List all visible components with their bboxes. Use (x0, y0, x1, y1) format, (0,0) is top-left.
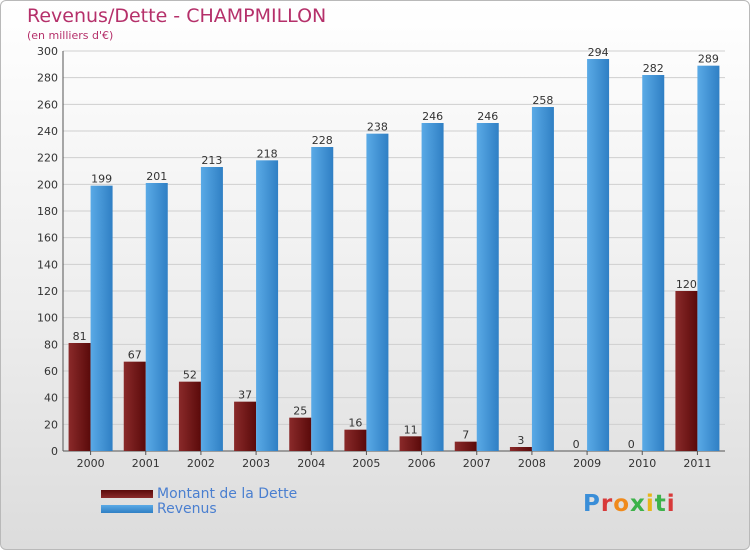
bar-revenus (531, 107, 554, 451)
x-tick-label: 2008 (518, 457, 546, 470)
x-tick-label: 2003 (242, 457, 270, 470)
x-tick-label: 2007 (463, 457, 491, 470)
data-label-dette: 120 (676, 278, 697, 291)
bar-revenus (642, 75, 665, 451)
chart-title: Revenus/Dette - CHAMPMILLON (27, 5, 327, 27)
data-label-revenus: 246 (477, 110, 498, 123)
bar-dette (68, 343, 91, 451)
y-tick-label: 80 (44, 338, 58, 351)
data-label-dette: 67 (128, 349, 142, 362)
y-tick-label: 20 (44, 418, 58, 431)
y-tick-label: 120 (37, 285, 58, 298)
data-label-revenus: 258 (532, 94, 553, 107)
y-tick-label: 60 (44, 365, 58, 378)
legend-swatch-revenus (101, 505, 153, 513)
data-label-revenus: 282 (643, 62, 664, 75)
data-label-dette: 7 (462, 429, 469, 442)
y-tick-label: 40 (44, 392, 58, 405)
bar-revenus (421, 123, 444, 451)
y-tick-label: 100 (37, 312, 58, 325)
bar-dette (344, 429, 367, 451)
data-label-revenus: 201 (146, 170, 167, 183)
data-label-revenus: 228 (312, 134, 333, 147)
x-tick-label: 2004 (297, 457, 325, 470)
data-label-dette: 11 (404, 423, 418, 436)
y-tick-label: 200 (37, 178, 58, 191)
x-tick-label: 2005 (352, 457, 380, 470)
data-label-dette: 52 (183, 369, 197, 382)
data-label-dette: 81 (73, 330, 87, 343)
x-tick-label: 2000 (77, 457, 105, 470)
y-tick-label: 260 (37, 98, 58, 111)
data-label-dette: 25 (293, 405, 307, 418)
legend-swatch-dette (101, 490, 153, 498)
bar-revenus (366, 133, 389, 451)
proxiti-logo: Proxiti (583, 491, 676, 517)
data-label-dette: 16 (348, 417, 362, 430)
y-tick-label: 240 (37, 125, 58, 138)
chart-subtitle: (en milliers d'€) (27, 29, 114, 42)
data-label-revenus: 289 (698, 53, 719, 66)
data-label-dette: 0 (573, 438, 580, 451)
data-label-dette: 3 (517, 434, 524, 447)
bar-revenus (200, 167, 223, 451)
bar-dette (675, 291, 698, 451)
x-tick-label: 2001 (132, 457, 160, 470)
bar-revenus (90, 185, 113, 451)
y-tick-label: 280 (37, 72, 58, 85)
y-tick-label: 140 (37, 258, 58, 271)
bar-revenus (587, 59, 610, 451)
x-tick-label: 2002 (187, 457, 215, 470)
data-label-revenus: 213 (201, 154, 222, 167)
data-label-revenus: 294 (588, 46, 609, 59)
bar-dette (234, 401, 257, 451)
legend-label-revenus: Revenus (157, 501, 217, 517)
y-tick-label: 0 (51, 445, 58, 458)
x-tick-label: 2006 (408, 457, 436, 470)
bar-revenus (256, 160, 279, 452)
data-label-dette: 0 (628, 438, 635, 451)
y-tick-label: 220 (37, 152, 58, 165)
bar-dette (289, 417, 312, 451)
bar-dette (454, 441, 477, 451)
bar-revenus (145, 183, 168, 451)
data-label-revenus: 238 (367, 121, 388, 134)
bar-dette (399, 436, 422, 451)
bar-dette (509, 447, 532, 451)
data-label-revenus: 199 (91, 173, 112, 186)
data-label-revenus: 218 (257, 147, 278, 160)
x-tick-label: 2009 (573, 457, 601, 470)
legend-label-dette: Montant de la Dette (157, 486, 298, 502)
data-label-dette: 37 (238, 389, 252, 402)
bar-dette (178, 381, 201, 451)
bar-dette (123, 361, 146, 451)
y-tick-label: 180 (37, 205, 58, 218)
bar-revenus (476, 123, 499, 451)
bar-revenus (697, 65, 720, 452)
data-label-revenus: 246 (422, 110, 443, 123)
x-tick-label: 2011 (683, 457, 711, 470)
y-tick-label: 160 (37, 232, 58, 245)
bar-revenus (311, 147, 334, 451)
x-tick-label: 2010 (628, 457, 656, 470)
y-tick-label: 300 (37, 45, 58, 58)
